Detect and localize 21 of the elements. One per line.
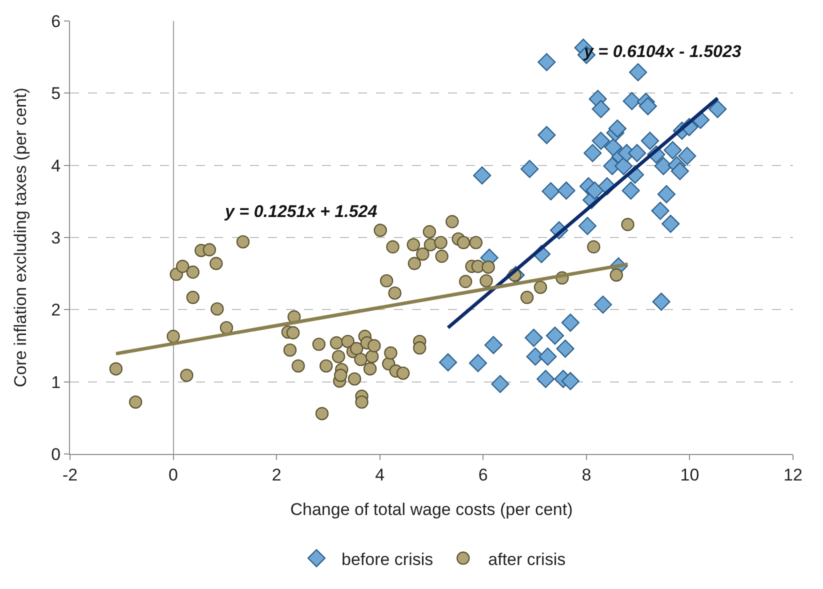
y-axis-title: Core inflation excluding taxes (per cent)	[11, 88, 30, 388]
y-tick-label: 1	[51, 372, 61, 392]
x-axis-title: Change of total wage costs (per cent)	[290, 500, 573, 519]
y-tick-label: 0	[51, 444, 61, 464]
x-tick-label: 2	[272, 465, 282, 484]
y-tick-label: 5	[51, 84, 61, 104]
x-tick-label: 0	[168, 465, 178, 484]
legend-label: before crisis	[342, 550, 434, 569]
x-tick-label: 4	[375, 465, 385, 484]
x-tick-label: 12	[784, 465, 802, 484]
legend-label: after crisis	[488, 550, 566, 569]
y-tick-label: 2	[51, 300, 61, 320]
x-tick-label: 10	[680, 465, 700, 484]
y-tick-label: 3	[51, 228, 61, 248]
x-tick-label: 8	[582, 465, 592, 484]
y-tick-label: 4	[51, 156, 61, 176]
x-tick-label: -2	[62, 465, 78, 484]
annotation: y = 0.6104x - 1.5023	[583, 42, 742, 61]
y-tick-label: 6	[51, 12, 61, 31]
annotation: y = 0.1251x + 1.524	[224, 202, 378, 221]
x-tick-label: 6	[478, 465, 488, 484]
